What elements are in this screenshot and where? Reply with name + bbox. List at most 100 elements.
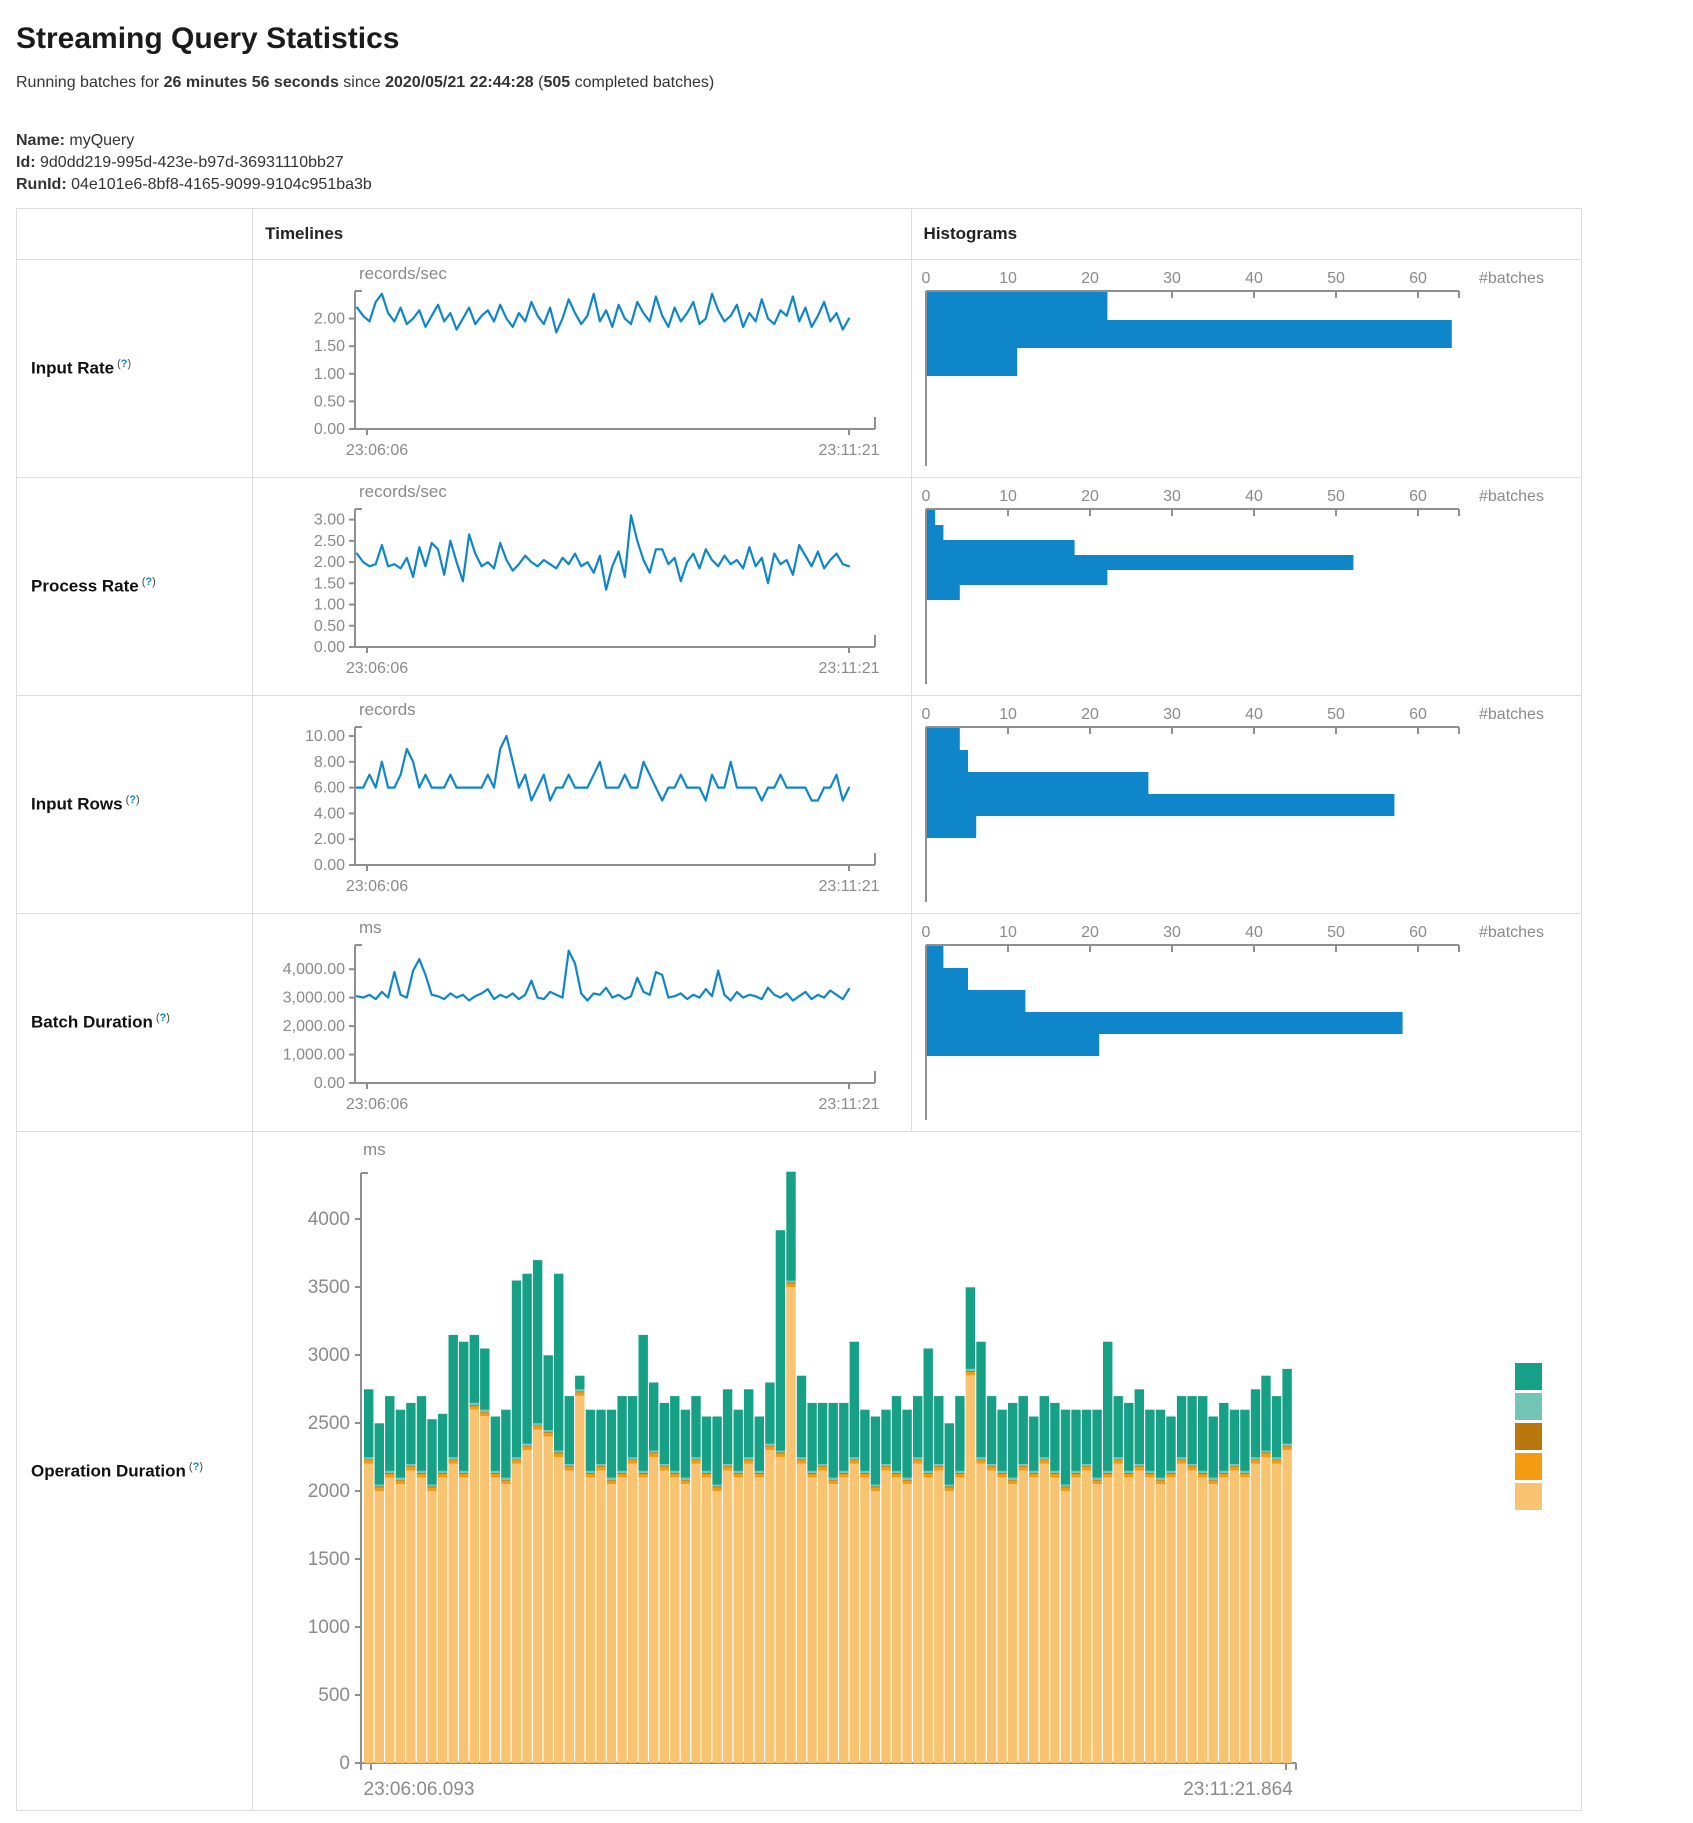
- svg-text:10.00: 10.00: [305, 728, 345, 745]
- row-label-batch-duration: Batch Duration: [31, 1012, 153, 1032]
- running-since: since: [338, 74, 386, 91]
- batch-duration-histogram-chart: 0 10 20 30 40 50 60 #batches: [912, 915, 1580, 1127]
- svg-text:1.50: 1.50: [314, 338, 345, 355]
- paren: (: [155, 1012, 160, 1025]
- input-rows-histogram-chart: 0 10 20 30 40 50 60 #batches: [912, 697, 1580, 909]
- svg-text:40: 40: [1245, 488, 1263, 505]
- paren: (: [125, 794, 130, 807]
- question-mark: ?: [120, 358, 128, 371]
- svg-text:23:06:06: 23:06:06: [346, 1096, 408, 1113]
- row-label-input-rate: Input Rate: [31, 358, 115, 378]
- svg-text:2,000.00: 2,000.00: [283, 1018, 345, 1035]
- row-label-input-rows: Input Rows: [31, 794, 123, 814]
- svg-text:#batches: #batches: [1479, 488, 1544, 505]
- svg-text:40: 40: [1245, 706, 1263, 723]
- svg-text:2.00: 2.00: [314, 311, 345, 328]
- table-row-operation-duration: Operation Duration (?) ms 4000 3500 3000 2500…: [15, 1131, 1582, 1811]
- svg-text:30: 30: [1163, 270, 1181, 287]
- svg-text:20: 20: [1081, 706, 1099, 723]
- query-id-label: Id:: [16, 154, 36, 171]
- running-prefix: Running batches for: [16, 74, 164, 91]
- paren: ): [136, 794, 140, 807]
- paren: ): [199, 1460, 203, 1473]
- svg-text:23:11:21: 23:11:21: [819, 1096, 880, 1113]
- svg-text:50: 50: [1327, 924, 1345, 941]
- page-title: Streaming Query Statistics: [16, 22, 400, 55]
- row-label-process-rate: Process Rate: [31, 576, 139, 596]
- svg-text:4.00: 4.00: [314, 805, 345, 822]
- svg-text:1.00: 1.00: [314, 597, 345, 614]
- svg-text:#batches: #batches: [1479, 270, 1544, 287]
- svg-text:23:11:21: 23:11:21: [819, 660, 880, 677]
- svg-text:0.00: 0.00: [314, 1075, 345, 1092]
- process-rate-histogram-chart: 0 10 20 30 40 50 60 #batches: [912, 479, 1580, 691]
- svg-text:0: 0: [921, 270, 930, 287]
- svg-text:0: 0: [921, 924, 930, 941]
- svg-text:#batches: #batches: [1479, 924, 1544, 941]
- header-histograms: Histograms: [910, 208, 1583, 260]
- svg-text:#batches: #batches: [1479, 706, 1544, 723]
- paren: (: [141, 576, 146, 589]
- running-summary: Running batches for 26 minutes 56 second…: [16, 74, 1676, 92]
- svg-text:3.00: 3.00: [314, 512, 345, 529]
- process-rate-help-icon[interactable]: (?): [142, 576, 156, 588]
- running-batch-count: 505: [543, 74, 571, 91]
- svg-text:23:06:06: 23:06:06: [346, 442, 408, 459]
- input-rate-timeline-chart: records/sec 2.00 1.50 1.00 0.50 0.00 23:06:06 2…: [254, 261, 910, 473]
- svg-text:1000: 1000: [308, 1617, 350, 1638]
- question-mark: ?: [192, 1460, 200, 1473]
- input-rows-timeline-chart: records 10.00 8.00 6.00 4.00 2.00 0.00 23:06:06…: [254, 697, 910, 909]
- svg-text:2.00: 2.00: [314, 831, 345, 848]
- svg-text:20: 20: [1081, 924, 1099, 941]
- svg-text:0.00: 0.00: [314, 639, 345, 656]
- svg-text:1.00: 1.00: [314, 366, 345, 383]
- svg-text:500: 500: [318, 1685, 350, 1706]
- svg-text:23:11:21.864: 23:11:21.864: [1183, 1779, 1293, 1800]
- svg-text:3,000.00: 3,000.00: [283, 990, 345, 1007]
- svg-text:30: 30: [1163, 706, 1181, 723]
- svg-text:60: 60: [1409, 924, 1427, 941]
- svg-text:0.50: 0.50: [314, 393, 345, 410]
- input-rows-help-icon[interactable]: (?): [126, 794, 140, 806]
- batch-duration-help-icon[interactable]: (?): [156, 1012, 170, 1024]
- running-duration: 26 minutes 56 seconds: [163, 74, 339, 91]
- svg-text:23:06:06: 23:06:06: [346, 660, 408, 677]
- svg-text:0.50: 0.50: [314, 618, 345, 635]
- process-rate-timeline-chart: records/sec 3.00 2.50 2.00 1.50 1.00 0.50 0.00 2…: [254, 479, 910, 691]
- running-start-time: 2020/05/21 22:44:28: [385, 74, 534, 91]
- batch-duration-timeline-chart: ms 4,000.00 3,000.00 2,000.00 1,000.00 0.00 23…: [254, 915, 910, 1127]
- svg-text:ms: ms: [363, 1140, 386, 1159]
- paren: (: [188, 1460, 193, 1473]
- svg-text:2000: 2000: [308, 1481, 350, 1502]
- svg-text:50: 50: [1327, 270, 1345, 287]
- query-id-value: 9d0dd219-995d-423e-b97d-36931110bb27: [40, 154, 344, 171]
- table-row-input-rate: Input Rate (?) records/sec 2.00 1.50 1.00 0.5…: [15, 259, 1583, 478]
- svg-text:23:11:21: 23:11:21: [819, 878, 880, 895]
- header-empty-cell: [15, 208, 254, 260]
- input-rate-help-icon[interactable]: (?): [117, 358, 131, 370]
- svg-text:1.50: 1.50: [314, 575, 345, 592]
- svg-text:20: 20: [1081, 270, 1099, 287]
- table-row-input-rows: Input Rows (?) records 10.00 8.00 6.00 4.00 2.…: [15, 695, 1583, 914]
- svg-text:4000: 4000: [308, 1209, 350, 1230]
- svg-text:3500: 3500: [308, 1277, 350, 1298]
- operation-duration-help-icon[interactable]: (?): [189, 1461, 203, 1473]
- svg-text:50: 50: [1327, 706, 1345, 723]
- svg-text:2500: 2500: [308, 1413, 350, 1434]
- query-name-label: Name:: [16, 132, 65, 149]
- svg-text:0: 0: [921, 488, 930, 505]
- question-mark: ?: [159, 1012, 167, 1025]
- svg-text:3000: 3000: [308, 1345, 350, 1366]
- running-suffix: completed batches): [570, 74, 715, 91]
- svg-text:40: 40: [1245, 270, 1263, 287]
- svg-text:1,000.00: 1,000.00: [283, 1047, 345, 1064]
- svg-text:60: 60: [1409, 488, 1427, 505]
- query-id-row: Id: 9d0dd219-995d-423e-b97d-36931110bb27: [16, 154, 1676, 172]
- query-meta: Name: myQuery Id: 9d0dd219-995d-423e-b97…: [16, 132, 1676, 194]
- statistics-table: Timelines Histograms Input Rate (?) recor…: [15, 208, 1583, 1811]
- query-runid-label: RunId:: [16, 176, 67, 193]
- running-open-paren: (: [533, 74, 544, 91]
- svg-text:4,000.00: 4,000.00: [283, 961, 345, 978]
- svg-text:10: 10: [999, 924, 1017, 941]
